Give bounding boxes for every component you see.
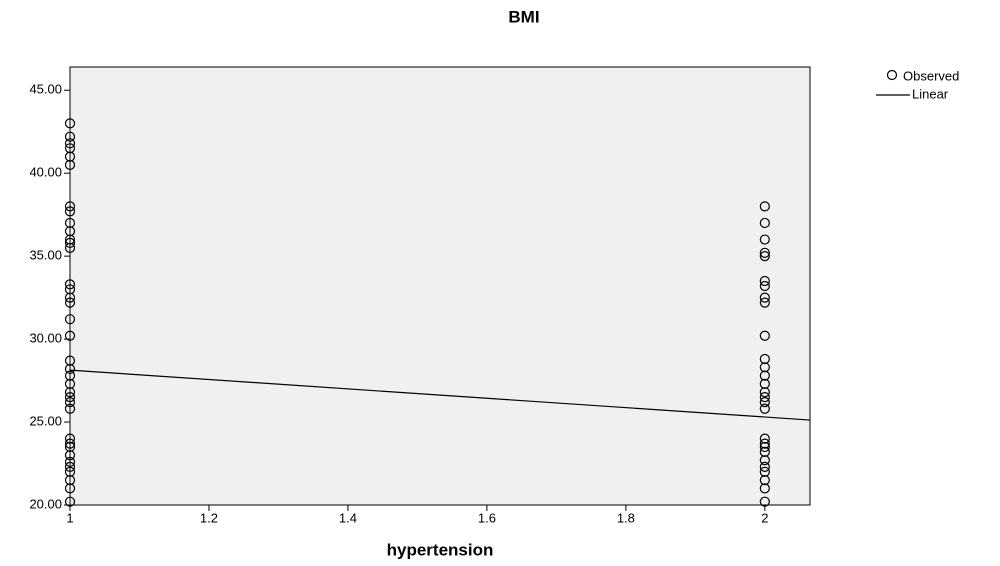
point [64,242,76,253]
point [64,201,76,212]
point [759,387,770,398]
chart-title: BMI [508,7,539,26]
x-tick-label: 1.2 [200,510,218,525]
point [759,438,770,449]
point [64,292,76,303]
point [759,217,770,229]
point [64,363,76,375]
point [759,496,770,507]
point [64,151,76,162]
y-tick-label: 45.00 [29,82,62,97]
x-tick-label: 1.4 [339,510,357,525]
point [759,403,770,414]
point [64,370,76,381]
plot-area [69,66,811,506]
point [759,247,770,258]
legend-label: Observed [903,68,959,83]
point [759,353,770,365]
point [759,483,770,494]
point [64,450,76,461]
point [64,475,76,486]
point [64,403,76,414]
point [759,362,770,373]
point [64,387,76,398]
fit-line [69,369,811,421]
point [64,143,76,154]
point [64,496,76,507]
point [64,279,76,290]
point [759,433,770,444]
point [759,251,770,262]
point [64,392,76,403]
point [64,461,76,472]
point [64,378,76,389]
point [759,441,770,453]
x-axis-title: hypertension [387,540,494,559]
point [64,438,76,449]
point [759,275,770,287]
y-tick-label: 20.00 [29,496,62,511]
point [759,475,770,486]
x-tick-label: 2 [761,510,768,525]
point [64,297,76,308]
legend-label: Linear [912,86,949,101]
point [64,131,76,142]
point [759,397,770,408]
point [64,397,76,408]
point [64,159,76,170]
point [759,234,770,245]
point [759,330,770,341]
point [759,280,770,292]
point [64,206,76,217]
point [759,466,770,477]
point [64,234,76,245]
y-tick-label: 30.00 [29,331,62,346]
y-tick-label: 35.00 [29,248,62,263]
point [759,378,770,389]
point [759,446,770,458]
y-tick-label: 25.00 [29,413,62,428]
point [759,370,770,381]
x-tick-label: 1 [66,510,73,525]
point [64,226,76,237]
point [759,392,770,403]
point [64,355,76,366]
point [759,297,770,308]
y-tick-label: 40.00 [29,165,62,180]
point [64,138,76,149]
point [64,314,76,325]
legend-symbol [886,69,898,81]
point [64,483,76,494]
point [64,441,76,453]
point [759,292,770,303]
point [64,456,76,467]
point [64,118,76,129]
point [64,217,76,229]
x-tick-label: 1.6 [478,510,496,525]
point [759,455,770,466]
point [64,330,76,341]
point [759,201,770,212]
point [64,433,76,444]
x-tick-label: 1.8 [617,510,635,525]
point [759,461,770,472]
point [64,284,76,295]
point [64,466,76,477]
point [64,237,76,248]
